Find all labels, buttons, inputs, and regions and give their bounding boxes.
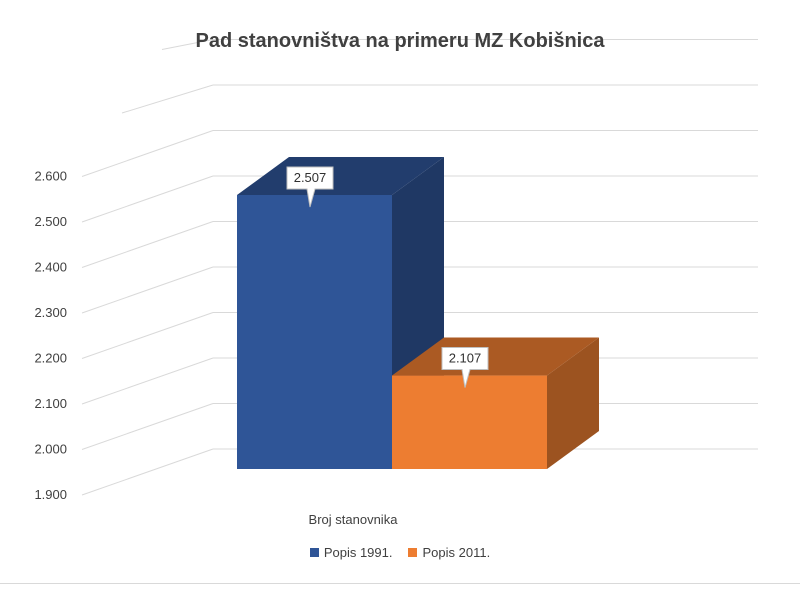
y-tick-label: 2.400 (34, 260, 67, 275)
gridline-floor (161, 39, 214, 50)
legend-label-popis-2011: Popis 2011. (422, 545, 491, 560)
y-tick-label: 1.900 (34, 487, 67, 502)
legend-item-popis-2011: Popis 2011. (408, 545, 490, 560)
bar-2 (392, 375, 547, 469)
gridline-floor (81, 221, 214, 268)
bar-side-2 (547, 337, 599, 469)
legend-swatch-popis-1991 (309, 548, 319, 557)
x-category-label: Broj stanovnika (309, 512, 399, 527)
chart-bottom-border (0, 583, 800, 584)
y-tick-label: 2.100 (34, 396, 67, 411)
gridline-floor (81, 448, 214, 496)
gridline-floor (81, 175, 214, 223)
chart-title: Pad stanovništva na primeru MZ Kobišnica (195, 30, 605, 52)
y-tick-label: 2.300 (34, 305, 67, 320)
legend-swatch-popis-2011 (408, 548, 418, 557)
data-label-callout-1 (286, 166, 334, 208)
gridline-floor (81, 130, 214, 177)
data-label-callout-2 (441, 347, 489, 388)
bar-1 (237, 195, 392, 469)
legend-label-popis-1991: Popis 1991. (323, 545, 393, 560)
y-tick-label: 2.000 (34, 442, 67, 457)
gridline-floor (81, 312, 214, 359)
gridline-floor (81, 266, 214, 314)
chart-legend: Popis 1991. Popis 2011. (0, 545, 800, 560)
y-tick-label: 2.600 (34, 169, 67, 184)
gridline-floor (121, 84, 214, 114)
gridline-floor (81, 403, 214, 450)
data-label-2: 2.107 (449, 351, 482, 366)
y-tick-label: 2.500 (34, 214, 67, 229)
data-label-1: 2.507 (294, 170, 327, 185)
y-tick-label: 2.200 (34, 351, 67, 366)
legend-item-popis-1991: Popis 1991. (309, 545, 393, 560)
gridline-floor (81, 357, 214, 405)
